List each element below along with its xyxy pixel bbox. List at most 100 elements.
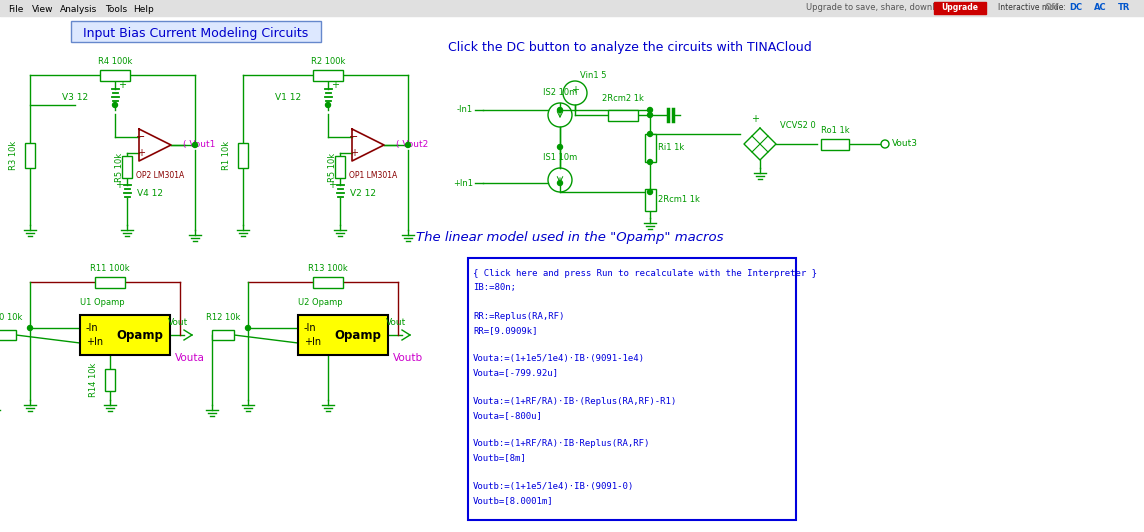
Text: Click the DC button to analyze the circuits with TINACloud: Click the DC button to analyze the circu… — [448, 40, 812, 54]
Circle shape — [557, 107, 563, 112]
Bar — [644, 189, 656, 211]
Text: Input Bias Current Modeling Circuits: Input Bias Current Modeling Circuits — [84, 27, 309, 39]
Text: Vouta=[-800u]: Vouta=[-800u] — [472, 411, 543, 420]
Circle shape — [648, 107, 652, 112]
Text: V4 12: V4 12 — [137, 188, 162, 197]
Circle shape — [648, 189, 652, 195]
Text: +: + — [118, 80, 126, 90]
Text: +: + — [116, 180, 124, 190]
Text: R5 10k: R5 10k — [328, 153, 337, 181]
Circle shape — [27, 326, 32, 330]
Bar — [238, 143, 248, 168]
Circle shape — [112, 103, 118, 107]
Text: U2 Opamp: U2 Opamp — [297, 298, 342, 307]
Bar — [313, 70, 343, 80]
Text: Voutb: Voutb — [392, 353, 423, 363]
Text: V3 12: V3 12 — [62, 93, 88, 102]
Circle shape — [405, 143, 411, 147]
Text: VCVS2 0: VCVS2 0 — [780, 121, 816, 130]
Text: R5 10k: R5 10k — [116, 153, 124, 181]
Bar — [607, 110, 637, 121]
Text: { Click here and press Run to recalculate with the Interpreter }: { Click here and press Run to recalculat… — [472, 269, 817, 278]
Text: 2Rcm2 1k: 2Rcm2 1k — [602, 94, 643, 103]
Bar — [0, 330, 16, 340]
Text: Off: Off — [1044, 4, 1059, 12]
Text: +: + — [350, 148, 358, 158]
Bar — [100, 70, 130, 80]
Text: R14 10k: R14 10k — [89, 363, 98, 397]
Text: Voutb:=(1+RF/RA)·IB·Replus(RA,RF): Voutb:=(1+RF/RA)·IB·Replus(RA,RF) — [472, 439, 651, 448]
Text: Vouta:=(1+1e5/1e4)·IB·(9091-1e4): Vouta:=(1+1e5/1e4)·IB·(9091-1e4) — [472, 354, 645, 363]
Text: -In1: -In1 — [456, 105, 472, 114]
Text: +: + — [137, 148, 145, 158]
Text: Tools: Tools — [105, 4, 127, 13]
Text: Upgrade to save, share, download circuits: Upgrade to save, share, download circuit… — [807, 4, 983, 12]
Text: +: + — [750, 114, 758, 124]
Text: RR=[9.0909k]: RR=[9.0909k] — [472, 326, 538, 335]
Text: R3 10k: R3 10k — [9, 140, 18, 170]
Text: View: View — [32, 4, 54, 13]
Text: R2 100k: R2 100k — [311, 57, 345, 66]
Text: Voutb=[8.0001m]: Voutb=[8.0001m] — [472, 496, 554, 505]
Text: Vin1 5: Vin1 5 — [580, 71, 606, 80]
Text: -In: -In — [304, 323, 317, 333]
Text: ( Vout1: ( Vout1 — [183, 140, 215, 149]
Bar — [297, 315, 388, 355]
Bar — [105, 369, 116, 391]
Text: Vout: Vout — [386, 318, 406, 327]
Bar — [212, 330, 235, 340]
Bar — [821, 138, 849, 149]
Circle shape — [648, 112, 652, 118]
Text: ( Vout2: ( Vout2 — [396, 140, 428, 149]
Circle shape — [326, 103, 331, 107]
Bar — [313, 277, 343, 287]
Circle shape — [192, 143, 198, 147]
Text: 2Rcm1 1k: 2Rcm1 1k — [658, 195, 700, 204]
Text: R12 10k: R12 10k — [206, 313, 240, 322]
Text: Upgrade: Upgrade — [942, 4, 978, 12]
Circle shape — [246, 326, 251, 330]
Text: IS2 10m: IS2 10m — [543, 88, 577, 97]
Text: Opamp: Opamp — [334, 328, 381, 342]
Text: AC: AC — [1094, 4, 1106, 12]
Text: +In: +In — [304, 337, 321, 347]
Text: The linear model used in the "Opamp" macros: The linear model used in the "Opamp" mac… — [416, 231, 724, 245]
Text: Vouta=[-799.92u]: Vouta=[-799.92u] — [472, 368, 559, 377]
Text: Ri1 1k: Ri1 1k — [658, 144, 684, 153]
Text: R13 100k: R13 100k — [308, 264, 348, 273]
Text: +In: +In — [86, 337, 103, 347]
Text: V2 12: V2 12 — [350, 188, 376, 197]
Text: Vout: Vout — [168, 318, 188, 327]
Text: R11 100k: R11 100k — [90, 264, 129, 273]
Text: OP2 LM301A: OP2 LM301A — [136, 171, 184, 180]
Text: U1 Opamp: U1 Opamp — [80, 298, 125, 307]
Text: R10 10k: R10 10k — [0, 313, 22, 322]
Text: -In: -In — [86, 323, 98, 333]
Bar — [0, 0, 1144, 16]
Text: −: − — [349, 132, 359, 142]
Text: Ro1 1k: Ro1 1k — [820, 126, 849, 135]
Text: Interactive mode:: Interactive mode: — [998, 4, 1066, 12]
Text: +: + — [331, 80, 339, 90]
Text: R1 10k: R1 10k — [222, 140, 231, 170]
Circle shape — [648, 160, 652, 164]
Bar — [934, 2, 986, 14]
FancyBboxPatch shape — [71, 21, 321, 42]
Text: Voutb:=(1+1e5/1e4)·IB·(9091-0): Voutb:=(1+1e5/1e4)·IB·(9091-0) — [472, 482, 634, 491]
Bar — [644, 134, 656, 162]
Text: IS1 10m: IS1 10m — [543, 153, 577, 162]
Text: Vout3: Vout3 — [892, 139, 917, 148]
Bar — [25, 143, 35, 168]
Text: Help: Help — [133, 4, 153, 13]
Text: IB:=80n;: IB:=80n; — [472, 283, 516, 292]
Text: File: File — [8, 4, 23, 13]
Text: RR:=Replus(RA,RF): RR:=Replus(RA,RF) — [472, 312, 564, 321]
Text: −: − — [136, 132, 145, 142]
Text: +: + — [328, 180, 336, 190]
Text: V1 12: V1 12 — [275, 93, 301, 102]
Text: TR: TR — [1118, 4, 1130, 12]
Text: OP1 LM301A: OP1 LM301A — [349, 171, 397, 180]
Text: DC: DC — [1070, 4, 1082, 12]
Text: R4 100k: R4 100k — [98, 57, 133, 66]
Text: Opamp: Opamp — [117, 328, 164, 342]
